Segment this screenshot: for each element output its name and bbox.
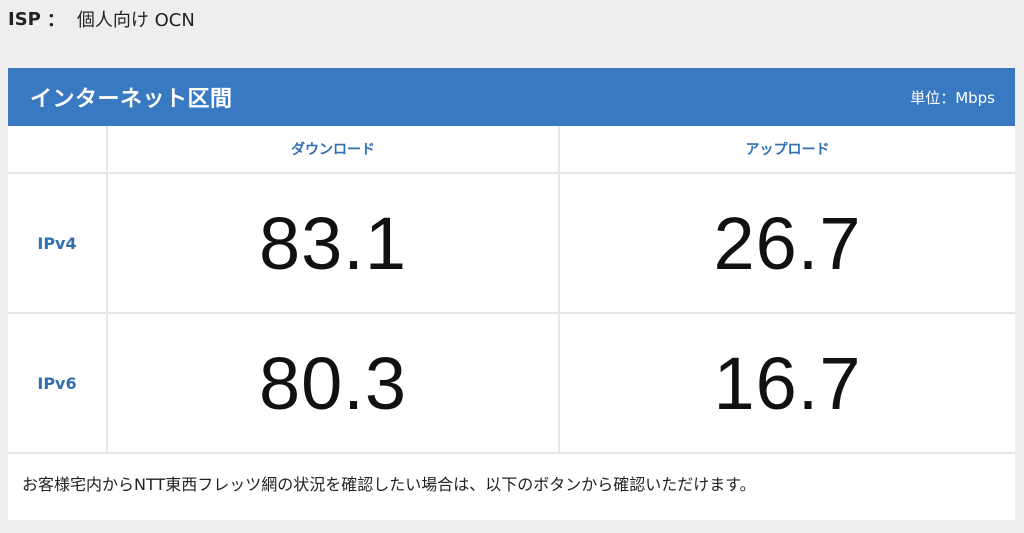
upload-column-header: アップロード — [560, 126, 1015, 174]
isp-value: 個人向け OCN — [76, 10, 195, 31]
panel-title: インターネット区間 — [30, 87, 233, 112]
ipv6-row-label: IPv6 — [8, 314, 108, 454]
ipv6-upload-value: 16.7 — [560, 314, 1015, 454]
table-corner-cell — [8, 126, 108, 174]
speed-result-panel: インターネット区間 単位：Mbps ダウンロード アップロード IPv4 83.… — [8, 68, 1015, 520]
unit-label: 単位：Mbps — [910, 88, 995, 107]
panel-header: インターネット区間 単位：Mbps — [8, 68, 1015, 126]
download-column-header: ダウンロード — [108, 126, 560, 174]
ipv6-download-value: 80.3 — [108, 314, 560, 454]
isp-line: ISP ： 個人向け OCN — [8, 4, 195, 34]
ipv4-row-label: IPv4 — [8, 174, 108, 314]
isp-separator: ： — [46, 10, 65, 31]
speed-table: ダウンロード アップロード IPv4 83.1 26.7 IPv6 80.3 1… — [8, 126, 1015, 454]
isp-label: ISP — [8, 8, 41, 30]
ipv4-download-value: 83.1 — [108, 174, 560, 314]
ipv4-upload-value: 26.7 — [560, 174, 1015, 314]
flets-check-note: お客様宅内からNTT東西フレッツ網の状況を確認したい場合は、以下のボタンから確認… — [22, 475, 756, 494]
